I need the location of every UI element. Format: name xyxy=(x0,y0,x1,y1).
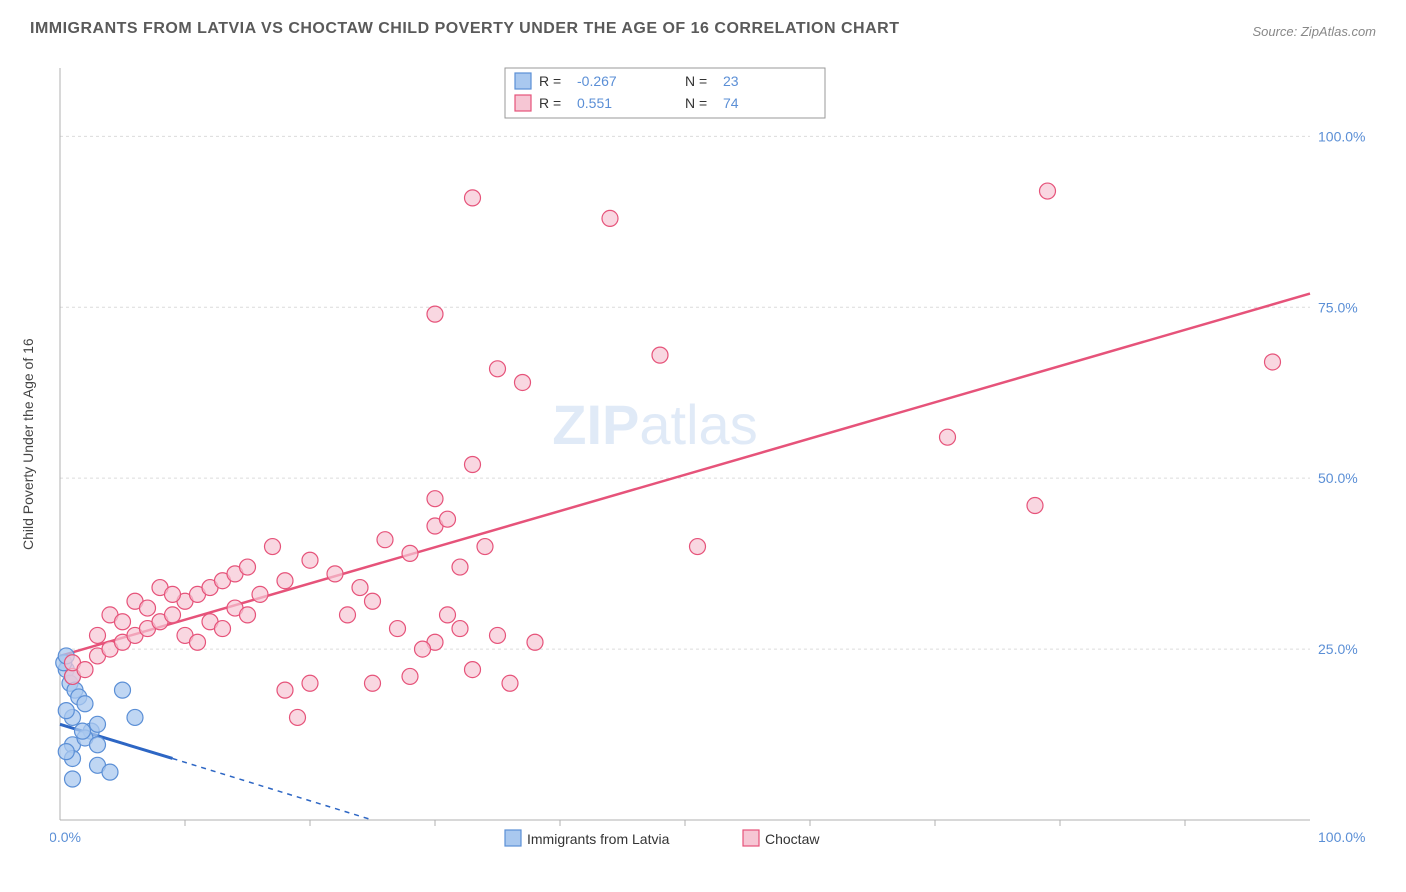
data-point xyxy=(1027,498,1043,514)
legend-swatch xyxy=(515,95,531,111)
data-point xyxy=(490,361,506,377)
data-point xyxy=(527,634,543,650)
regression-line xyxy=(60,294,1310,656)
data-point xyxy=(90,716,106,732)
scatter-chart-svg: 25.0% 50.0% 75.0% 100.0% 0.0% 100.0% ZIPatlas R… xyxy=(50,60,1380,860)
data-point xyxy=(465,457,481,473)
data-point xyxy=(277,573,293,589)
bottom-legend-label: Choctaw xyxy=(765,831,820,847)
y-axis-label: Child Poverty Under the Age of 16 xyxy=(20,338,36,550)
data-point xyxy=(690,539,706,555)
bottom-legend-swatch xyxy=(743,830,759,846)
data-point xyxy=(102,764,118,780)
legend-n-label: N = xyxy=(685,73,707,89)
data-point xyxy=(390,621,406,637)
data-point xyxy=(58,744,74,760)
data-point xyxy=(490,627,506,643)
data-point xyxy=(277,682,293,698)
y-tick-label: 50.0% xyxy=(1318,470,1358,486)
data-point xyxy=(252,586,268,602)
data-point xyxy=(140,600,156,616)
legend-r-value: 0.551 xyxy=(577,95,612,111)
legend-n-label: N = xyxy=(685,95,707,111)
data-point xyxy=(365,593,381,609)
data-point xyxy=(1040,183,1056,199)
data-point xyxy=(427,491,443,507)
bottom-legend-label: Immigrants from Latvia xyxy=(527,831,670,847)
data-point xyxy=(240,559,256,575)
data-point xyxy=(115,614,131,630)
chart-container: 25.0%50.0%75.0%100.0%0.0%100.0%ZIPatlasR… xyxy=(50,60,1380,820)
data-point xyxy=(75,723,91,739)
data-point xyxy=(402,545,418,561)
data-point xyxy=(652,347,668,363)
data-point xyxy=(340,607,356,623)
data-point xyxy=(377,532,393,548)
data-point xyxy=(190,634,206,650)
data-point xyxy=(515,374,531,390)
data-point xyxy=(415,641,431,657)
legend-n-value: 23 xyxy=(723,73,739,89)
data-point xyxy=(352,580,368,596)
legend-r-label: R = xyxy=(539,73,561,89)
x-tick-label-right: 100.0% xyxy=(1318,829,1365,845)
data-point xyxy=(440,511,456,527)
data-point xyxy=(77,662,93,678)
bottom-legend-swatch xyxy=(505,830,521,846)
data-point xyxy=(77,696,93,712)
data-point xyxy=(240,607,256,623)
legend-swatch xyxy=(515,73,531,89)
regression-line-ext xyxy=(173,758,373,820)
data-point xyxy=(90,627,106,643)
data-point xyxy=(452,621,468,637)
y-tick-label: 100.0% xyxy=(1318,128,1365,144)
x-tick-label-left: 0.0% xyxy=(50,829,81,845)
data-point xyxy=(265,539,281,555)
data-point xyxy=(115,682,131,698)
legend-r-label: R = xyxy=(539,95,561,111)
data-point xyxy=(465,662,481,678)
data-point xyxy=(290,709,306,725)
data-point xyxy=(477,539,493,555)
data-point xyxy=(165,607,181,623)
source-attribution: Source: ZipAtlas.com xyxy=(1252,24,1376,39)
data-point xyxy=(365,675,381,691)
data-point xyxy=(602,210,618,226)
data-point xyxy=(58,703,74,719)
data-point xyxy=(502,675,518,691)
data-point xyxy=(440,607,456,623)
data-point xyxy=(940,429,956,445)
data-point xyxy=(402,668,418,684)
legend-r-value: -0.267 xyxy=(577,73,617,89)
data-point xyxy=(1265,354,1281,370)
data-point xyxy=(65,771,81,787)
data-point xyxy=(452,559,468,575)
watermark: ZIPatlas xyxy=(552,393,757,456)
y-tick-label: 75.0% xyxy=(1318,299,1358,315)
data-point xyxy=(127,709,143,725)
data-point xyxy=(465,190,481,206)
y-tick-label: 25.0% xyxy=(1318,641,1358,657)
data-point xyxy=(165,586,181,602)
data-point xyxy=(302,675,318,691)
data-point xyxy=(215,621,231,637)
data-point xyxy=(302,552,318,568)
data-point xyxy=(90,737,106,753)
chart-title: IMMIGRANTS FROM LATVIA VS CHOCTAW CHILD … xyxy=(30,20,899,38)
legend-n-value: 74 xyxy=(723,95,739,111)
data-point xyxy=(327,566,343,582)
data-point xyxy=(427,306,443,322)
